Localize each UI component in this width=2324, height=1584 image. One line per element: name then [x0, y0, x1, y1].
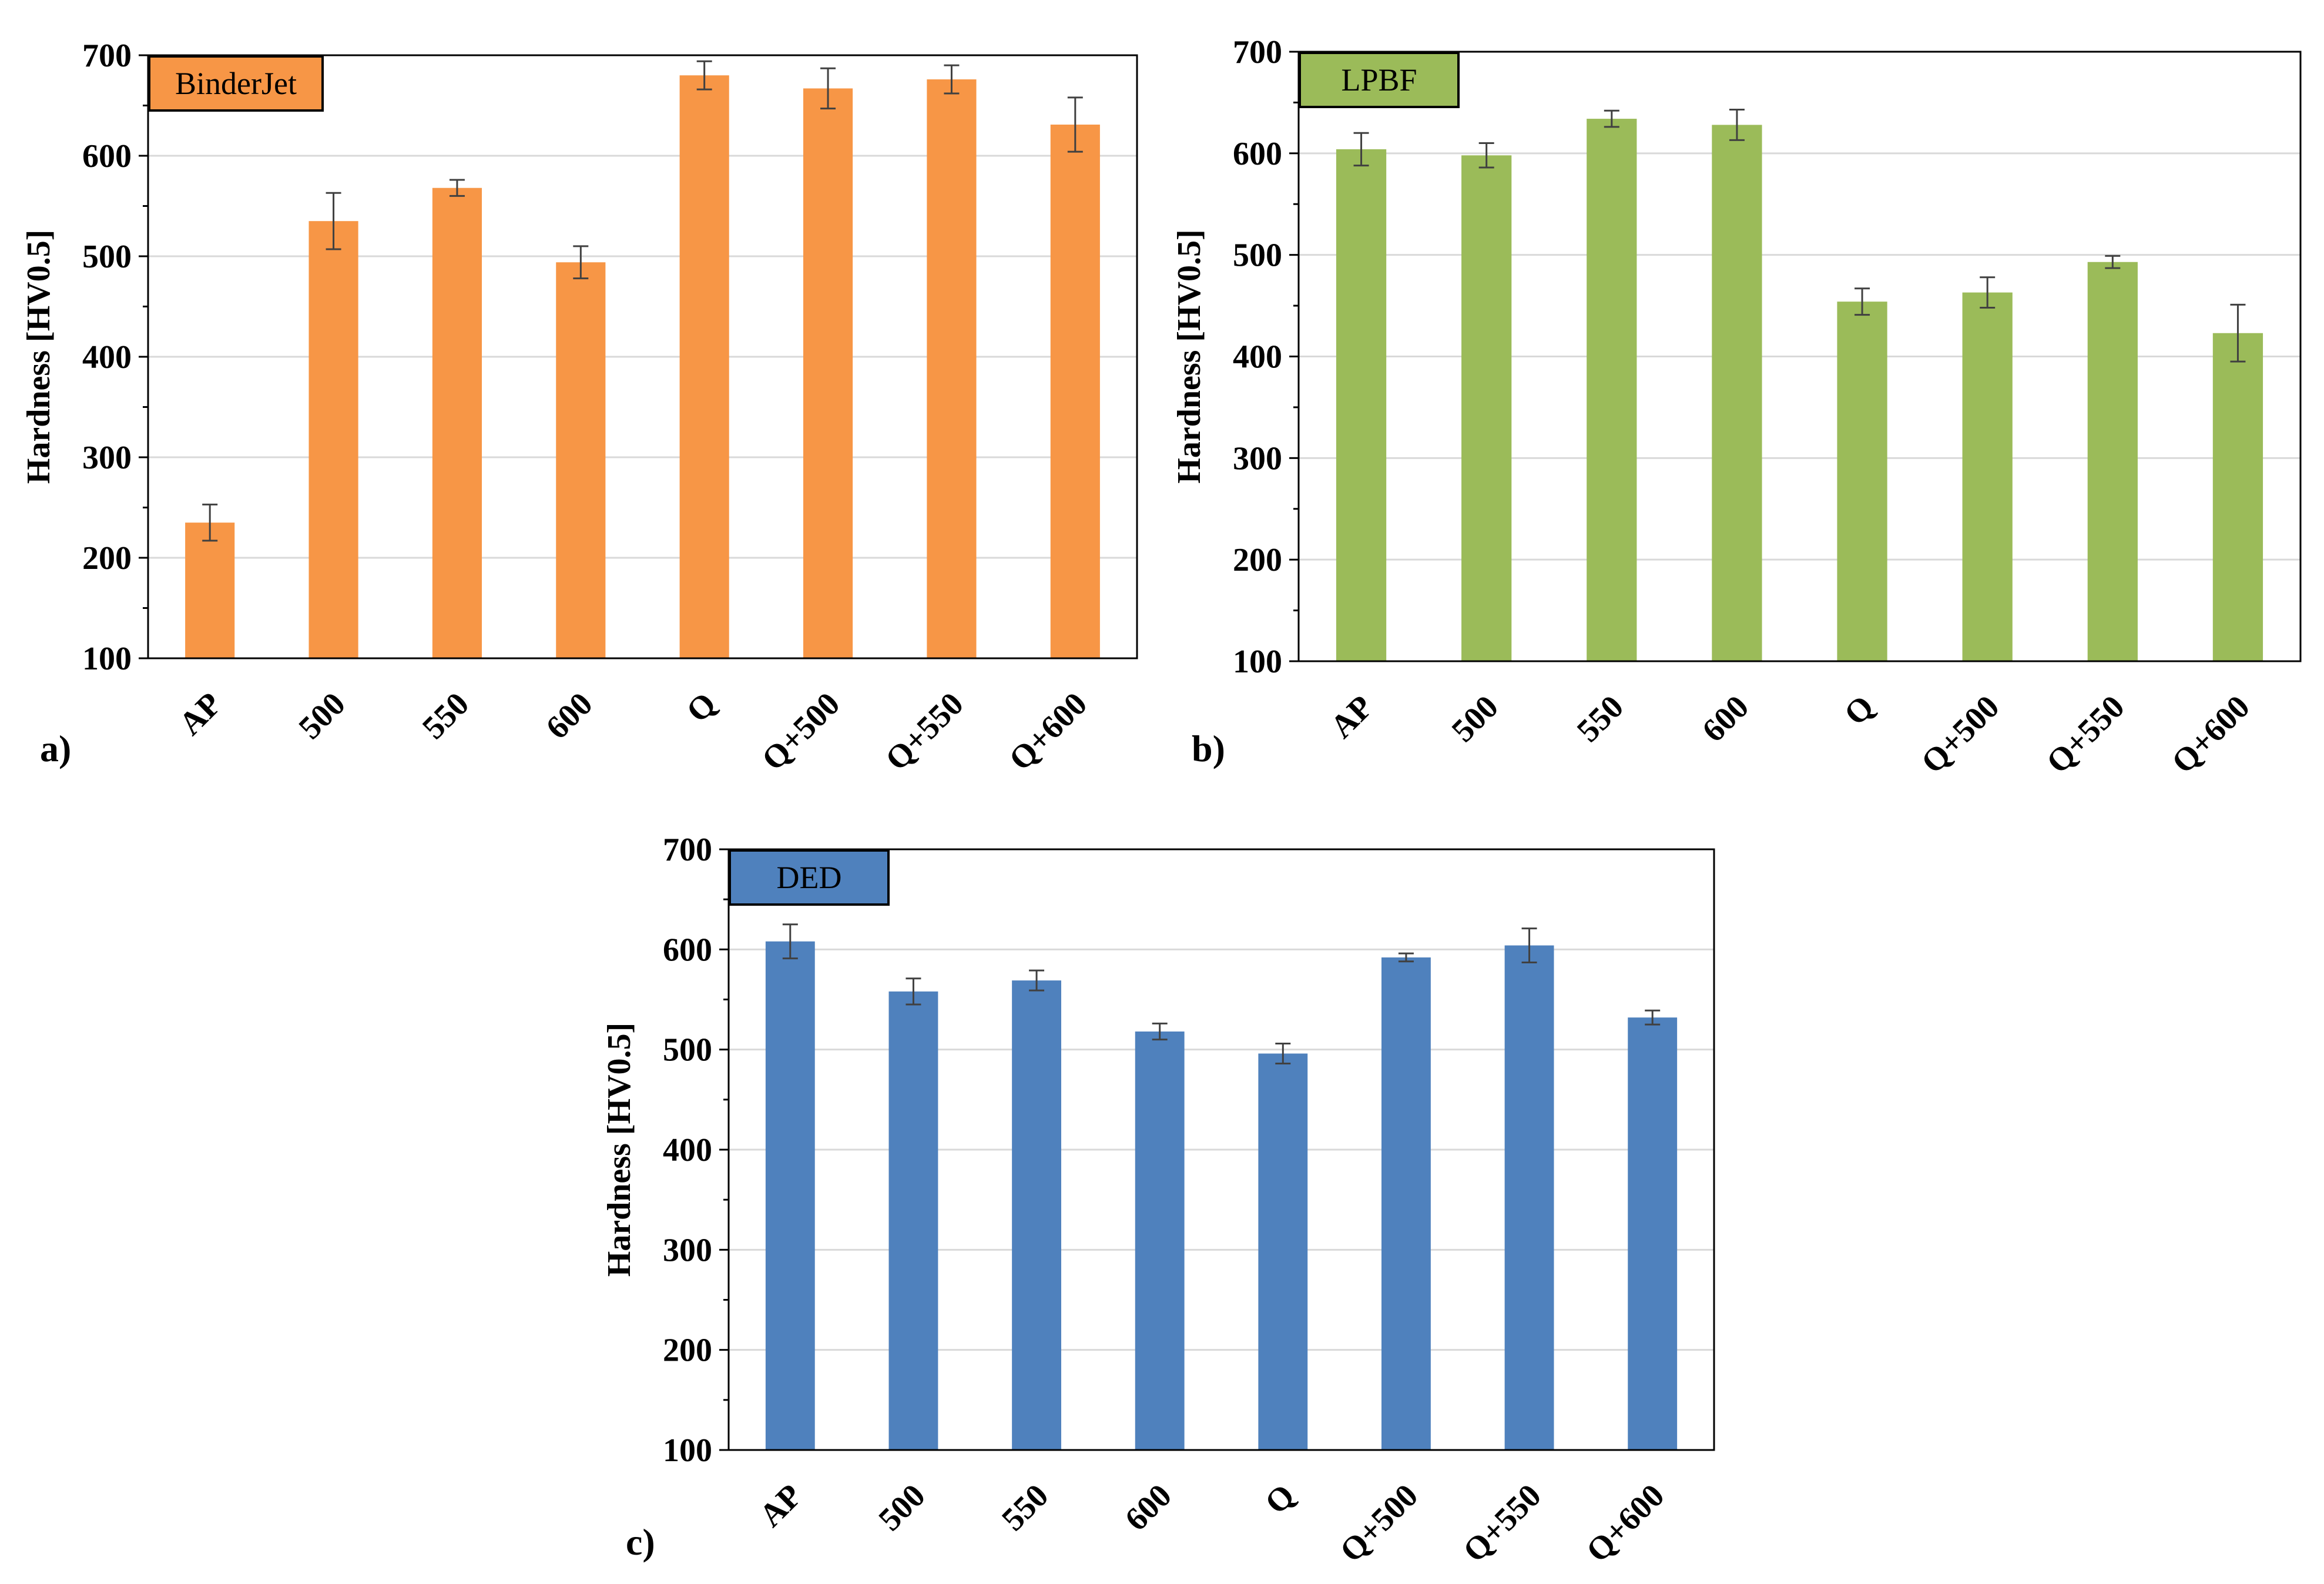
bar: [1461, 155, 1512, 661]
y-tick-label: 700: [1233, 34, 1282, 71]
bar: [1336, 149, 1387, 662]
y-tick-label: 200: [663, 1332, 712, 1369]
y-axis-title: Hardness [HV0.5]: [21, 230, 57, 484]
legend-label: BinderJet: [175, 66, 297, 101]
bar: [1050, 124, 1100, 659]
category-label: Q+550: [2040, 688, 2132, 781]
y-tick-label: 100: [1233, 644, 1282, 680]
category-label: Q+500: [1333, 1477, 1426, 1569]
y-tick-label: 200: [82, 540, 132, 577]
y-tick-label: 300: [82, 440, 132, 476]
bar: [1381, 957, 1431, 1450]
y-tick-label: 200: [1233, 542, 1282, 578]
bar: [1962, 292, 2013, 661]
y-tick-label: 500: [82, 239, 132, 275]
category-label: Q: [1837, 688, 1882, 732]
y-tick-label: 700: [663, 832, 712, 868]
legend-box: LPBF: [1299, 52, 1460, 108]
category-label: Q+600: [2165, 688, 2257, 781]
category-label: 500: [1445, 688, 1505, 749]
chart-panel-binderjet: AP 500 550 600 Q Q+500 Q+550 Q+600 100 200 300 400 5…: [21, 38, 1138, 778]
panel-label: c): [626, 1521, 655, 1563]
bar: [1135, 1032, 1185, 1450]
category-label: Q+550: [1456, 1477, 1548, 1569]
category-label: 550: [995, 1477, 1055, 1538]
legend-swatch: [148, 55, 324, 112]
panel-label: a): [40, 728, 71, 769]
category-label: AP: [752, 1477, 809, 1534]
bar: [679, 75, 729, 658]
bar: [1587, 119, 1637, 661]
category-label: 600: [1118, 1477, 1179, 1538]
y-tick-label: 100: [663, 1432, 712, 1469]
category-label: Q+500: [1914, 688, 2007, 781]
y-tick-label: 600: [663, 932, 712, 968]
category-label: AP: [1323, 688, 1380, 745]
category-label: Q+500: [755, 685, 847, 778]
legend-label: DED: [777, 860, 842, 895]
y-tick-label: 100: [82, 641, 132, 677]
bar: [765, 941, 815, 1450]
y-tick-label: 400: [663, 1132, 712, 1168]
bar: [803, 88, 853, 658]
bar: [927, 79, 977, 659]
y-tick-label: 400: [82, 339, 132, 376]
category-label: Q+600: [1002, 685, 1094, 778]
bar: [1012, 980, 1061, 1450]
category-label: 500: [871, 1477, 932, 1538]
bar: [185, 523, 235, 658]
category-label: 500: [292, 685, 353, 746]
legend-box: DED: [729, 849, 890, 906]
bar: [888, 991, 938, 1450]
legend-label: LPBF: [1341, 62, 1417, 98]
category-label: Q+600: [1579, 1477, 1672, 1569]
legend-box: BinderJet: [148, 55, 324, 112]
category-label: Q: [1258, 1477, 1302, 1521]
category-label: 550: [1570, 688, 1631, 749]
chart-panel-lpbf: AP 500 550 600 Q Q+500 Q+550 Q+600 100 200 300 400 5…: [1171, 34, 2302, 781]
bar: [1837, 302, 1887, 661]
y-tick-label: 700: [82, 38, 132, 74]
y-tick-label: 400: [1233, 339, 1282, 376]
chart-panel-ded: AP 500 550 600 Q Q+500 Q+550 Q+600 100 200 300 400 5…: [601, 832, 1715, 1569]
y-axis-title: Hardness [HV0.5]: [1171, 229, 1208, 483]
legend-swatch: [1299, 52, 1460, 108]
category-label: 600: [1695, 688, 1756, 749]
category-label: 550: [415, 685, 476, 746]
bar: [308, 221, 358, 658]
y-tick-label: 300: [1233, 440, 1282, 477]
y-tick-label: 300: [663, 1232, 712, 1268]
category-label: Q+550: [878, 685, 971, 778]
y-tick-label: 500: [663, 1032, 712, 1069]
y-axis-title: Hardness [HV0.5]: [601, 1023, 638, 1277]
category-label: 600: [539, 685, 599, 746]
bar: [1628, 1017, 1678, 1450]
bar: [1504, 945, 1554, 1450]
bar: [2212, 333, 2263, 661]
category-label: AP: [172, 685, 229, 742]
category-label: Q: [679, 685, 723, 729]
y-tick-label: 600: [1233, 136, 1282, 172]
bar: [2087, 262, 2138, 661]
bar: [1712, 125, 1762, 661]
bar: [1258, 1053, 1308, 1450]
bar: [432, 187, 482, 659]
panel-label: b): [1192, 728, 1225, 769]
bar: [556, 262, 606, 658]
legend-swatch: [729, 849, 890, 906]
y-tick-label: 600: [82, 138, 132, 175]
y-tick-label: 500: [1233, 237, 1282, 274]
